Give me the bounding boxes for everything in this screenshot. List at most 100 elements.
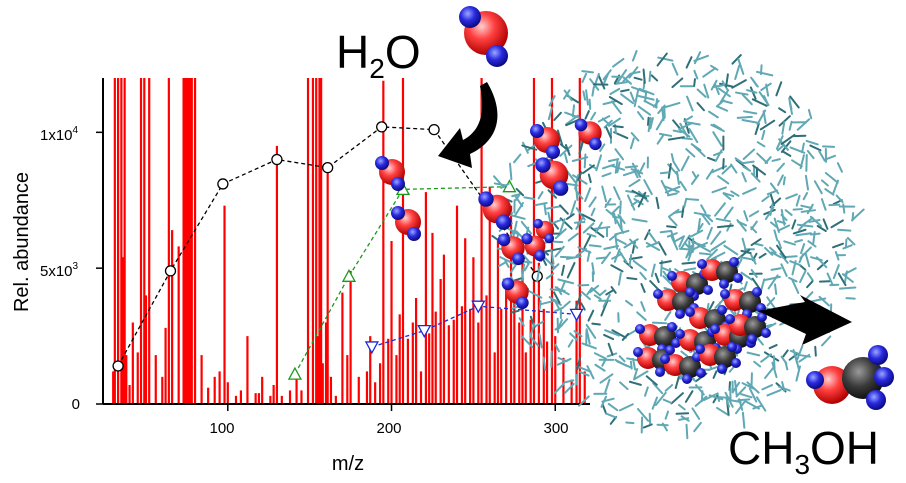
- y-tick-base: 5x10: [40, 263, 73, 280]
- hydrogen-atom: [717, 364, 727, 374]
- cluster-bond: [523, 262, 530, 272]
- molecular-cluster-illustration: [375, 50, 865, 440]
- cluster-bond: [740, 271, 753, 281]
- cluster-bond: [722, 192, 732, 201]
- cluster-bond: [796, 118, 811, 131]
- cluster-bond: [569, 332, 579, 342]
- cluster-bond: [776, 244, 787, 259]
- cluster-bond: [597, 74, 606, 90]
- cluster-bond: [586, 250, 591, 262]
- hydrogen-atom: [407, 227, 421, 241]
- cluster-bond: [547, 189, 558, 199]
- cluster-bond: [585, 323, 597, 339]
- cluster-bond: [730, 190, 740, 197]
- cluster-bond: [815, 256, 828, 269]
- cluster-bond: [580, 302, 586, 311]
- cluster-bond: [615, 219, 625, 234]
- cluster-bond: [672, 129, 683, 134]
- cluster-bond: [614, 158, 619, 174]
- cluster-bond: [769, 246, 777, 254]
- cluster-bond: [511, 193, 521, 198]
- cluster-bond: [826, 272, 834, 286]
- cluster-bond: [581, 342, 597, 350]
- cluster-bond: [612, 57, 625, 68]
- cluster-bond: [740, 249, 752, 255]
- hydrogen-atom: [703, 285, 713, 295]
- cluster-bond: [703, 83, 710, 99]
- cluster-bond: [657, 104, 666, 115]
- cluster-bond: [566, 255, 582, 260]
- cluster-bond: [743, 210, 749, 222]
- cluster-bond: [806, 272, 814, 282]
- cluster-bond: [744, 400, 760, 410]
- cluster-bond: [712, 370, 718, 379]
- hydrogen-atom: [682, 374, 692, 384]
- cluster-bond: [601, 117, 611, 126]
- cluster-bond: [612, 215, 622, 219]
- cluster-bond: [716, 224, 734, 229]
- spectrum: [112, 78, 586, 404]
- cluster-bond: [739, 393, 753, 399]
- cluster-bond: [678, 236, 685, 248]
- cluster-bond: [614, 233, 619, 250]
- cluster-bond: [704, 213, 714, 223]
- cluster-bond: [565, 169, 577, 184]
- cluster-bond: [631, 86, 647, 94]
- cluster-bond: [761, 129, 766, 140]
- cluster-bond: [614, 148, 625, 161]
- water-annotation: H2O: [336, 6, 508, 168]
- cluster-bond: [736, 115, 753, 119]
- cluster-bond: [645, 241, 661, 251]
- cluster-bond: [626, 194, 636, 211]
- cluster-bond: [756, 70, 774, 77]
- hydrogen-atom: [534, 250, 546, 262]
- cluster-bond: [647, 116, 650, 126]
- cluster-bond: [633, 89, 640, 108]
- cluster-bond: [730, 163, 738, 174]
- cluster-bond: [761, 384, 773, 391]
- cluster-bond: [716, 406, 730, 417]
- cluster-bond: [646, 241, 660, 248]
- cluster-bond: [625, 421, 635, 425]
- cluster-bond: [621, 332, 630, 341]
- cluster-bond: [714, 202, 726, 217]
- cluster-bond: [593, 294, 602, 301]
- cluster-bond: [583, 235, 592, 249]
- cluster-bond: [587, 173, 592, 184]
- cluster-bond: [683, 115, 693, 123]
- hydrogen-atom: [478, 191, 494, 207]
- cluster-bond: [742, 187, 757, 195]
- y-axis-title: Rel. abundance: [11, 172, 33, 312]
- hydrogen-atom: [533, 218, 543, 229]
- cluster-bond: [601, 251, 612, 265]
- cluster-bond: [563, 300, 571, 308]
- cluster-bond: [693, 421, 702, 433]
- series-point-circle: [428, 123, 440, 136]
- hydrogen-atom: [497, 233, 511, 247]
- cluster-bond: [576, 357, 581, 371]
- hydrogen-atom: [635, 324, 645, 334]
- cluster-bond: [671, 77, 684, 89]
- cluster-bond: [756, 109, 767, 126]
- cluster-bond: [686, 198, 700, 201]
- axes: [96, 78, 590, 411]
- cluster-bond: [753, 360, 762, 368]
- cluster-bond: [681, 137, 693, 141]
- cluster-bond: [842, 244, 853, 250]
- series-point-circle: [164, 265, 177, 277]
- cluster-bond: [628, 256, 643, 261]
- cluster-bond: [714, 149, 723, 162]
- cluster-bond: [723, 100, 733, 105]
- cluster-bond: [671, 62, 679, 76]
- cluster-bond: [575, 189, 584, 200]
- cluster-bond: [841, 273, 854, 283]
- cluster-bond: [788, 101, 794, 115]
- cluster-bond: [613, 212, 617, 225]
- cluster-bond: [698, 252, 713, 256]
- cluster-bond: [522, 254, 531, 264]
- cluster-bond: [647, 231, 657, 244]
- cluster-bond: [710, 230, 722, 245]
- cluster-bond: [808, 219, 821, 223]
- cluster-bond: [799, 246, 812, 259]
- cluster-bond: [599, 373, 614, 384]
